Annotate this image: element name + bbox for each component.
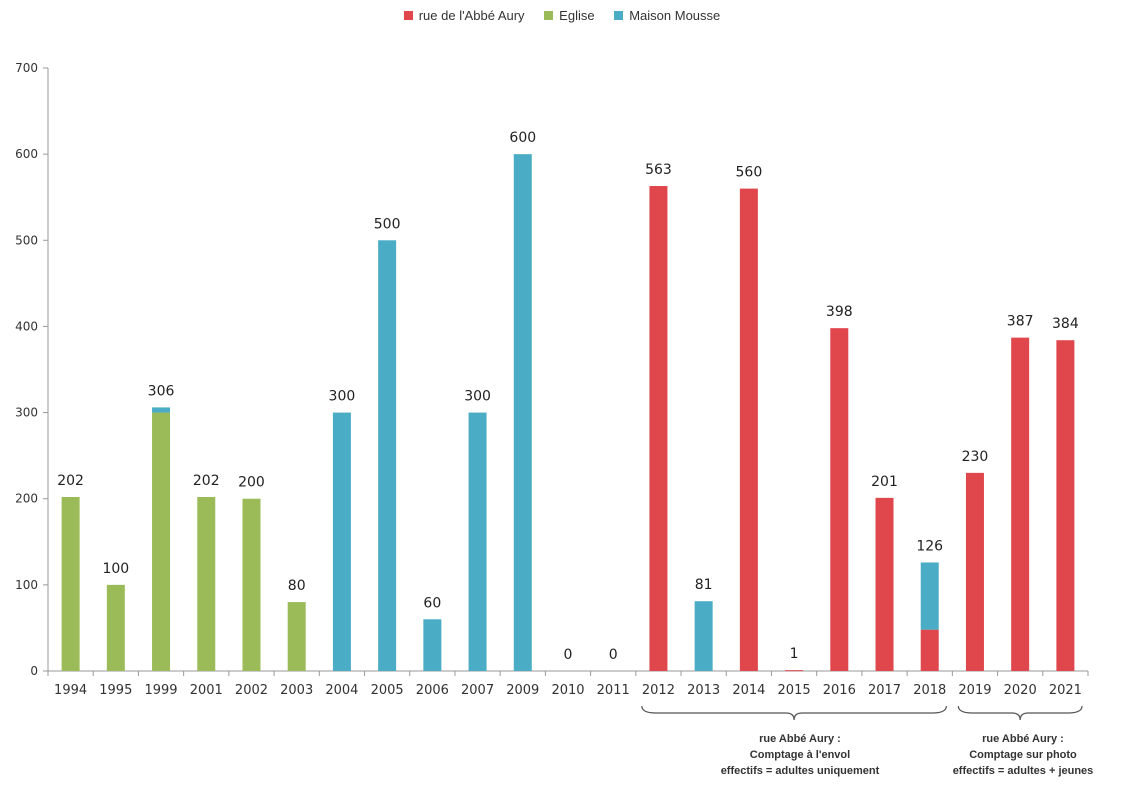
bar-2013-series-3 (694, 601, 713, 671)
x-tick-label: 2002 (235, 683, 268, 698)
bar-2017-series-1 (875, 497, 894, 671)
data-label-2009: 600 (509, 130, 536, 146)
data-label-2004: 300 (329, 389, 356, 405)
bar-2016-series-1 (830, 328, 849, 671)
bar-2021-series-1 (1056, 340, 1075, 671)
data-label-2021: 384 (1052, 316, 1079, 332)
legend-label-eglise: Eglise (559, 8, 595, 23)
bar-1999-series-2 (152, 412, 171, 671)
legend-label-rue: rue de l'Abbé Aury (418, 8, 525, 23)
data-label-2015: 1 (790, 646, 799, 662)
bar-2002-series-2 (242, 498, 261, 671)
annotation-bracket-1 (641, 705, 947, 721)
x-tick-label: 2011 (597, 683, 630, 698)
annotation-1-line-1: rue Abbé Aury : (759, 733, 841, 745)
x-tick-label: 2009 (506, 683, 539, 698)
y-tick-label: 600 (15, 147, 38, 161)
data-label-2011: 0 (609, 647, 618, 663)
bar-2006-series-3 (423, 619, 442, 671)
bar-2007-series-3 (468, 412, 487, 671)
annotation-comptage-photo: rue Abbé Aury : Comptage sur photo effec… (928, 731, 1118, 779)
x-tick-label: 2006 (416, 683, 449, 698)
data-label-2010: 0 (564, 647, 573, 663)
annotation-2-line-3: effectifs = adultes + jeunes (952, 765, 1094, 777)
x-tick-label: 2007 (461, 683, 494, 698)
y-tick-label: 500 (15, 233, 38, 247)
bar-2012-series-1 (649, 186, 668, 671)
y-tick-label: 0 (30, 664, 38, 678)
legend-item-rue: rue de l'Abbé Aury (403, 8, 525, 23)
legend-swatch-maison-mousse (614, 11, 624, 20)
data-label-2016: 398 (826, 304, 853, 320)
data-label-2020: 387 (1007, 314, 1034, 330)
bar-2019-series-1 (965, 472, 984, 671)
annotation-1-line-3: effectifs = adultes uniquement (720, 765, 880, 777)
data-label-1995: 100 (102, 561, 129, 577)
bar-2004-series-3 (332, 412, 351, 671)
bar-2003-series-2 (287, 602, 306, 671)
annotation-2-line-1: rue Abbé Aury : (982, 733, 1064, 745)
data-label-2006: 60 (423, 595, 441, 611)
x-tick-label: 2003 (280, 683, 313, 698)
data-label-2013: 81 (695, 577, 713, 593)
x-tick-label: 2015 (778, 683, 811, 698)
x-tick-label: 2020 (1004, 683, 1037, 698)
data-label-1999: 306 (148, 383, 175, 399)
legend-swatch-eglise (544, 11, 554, 20)
x-tick-label: 2018 (913, 683, 946, 698)
x-tick-label: 2001 (190, 683, 223, 698)
annotation-comptage-envol: rue Abbé Aury : Comptage à l'envol effec… (680, 731, 920, 779)
legend-swatch-rue (403, 11, 413, 20)
data-label-2005: 500 (374, 216, 401, 232)
annotation-bracket-2 (957, 705, 1083, 721)
data-label-1994: 202 (57, 473, 84, 489)
x-tick-label: 2010 (551, 683, 584, 698)
bar-2014-series-1 (739, 188, 758, 671)
x-tick-label: 2016 (823, 683, 856, 698)
x-tick-label: 1999 (144, 683, 177, 698)
x-tick-label: 2004 (325, 683, 358, 698)
bar-2018-series-3 (920, 562, 939, 630)
y-tick-label: 300 (15, 406, 38, 420)
data-label-2019: 230 (962, 449, 989, 465)
bar-2009-series-3 (513, 154, 532, 672)
bar-2015-series-1 (785, 670, 804, 672)
y-tick-label: 400 (15, 319, 38, 333)
data-label-2014: 560 (736, 165, 763, 181)
legend-label-maison-mousse: Maison Mousse (629, 8, 721, 23)
data-label-2003: 80 (288, 578, 306, 594)
bar-1994-series-2 (61, 496, 80, 671)
legend-item-maison-mousse: Maison Mousse (614, 8, 720, 23)
annotation-1-line-2: Comptage à l'envol (749, 749, 851, 761)
bar-2005-series-3 (378, 240, 397, 672)
x-tick-label: 1994 (54, 683, 87, 698)
data-label-2018: 126 (916, 538, 943, 554)
y-tick-label: 100 (15, 578, 38, 592)
x-tick-label: 2017 (868, 683, 901, 698)
x-tick-label: 2013 (687, 683, 720, 698)
data-label-2007: 300 (464, 389, 491, 405)
bar-1995-series-2 (106, 584, 125, 671)
y-tick-label: 200 (15, 492, 38, 506)
data-label-2002: 200 (238, 475, 265, 491)
legend-item-eglise: Eglise (544, 8, 595, 23)
x-tick-label: 1995 (99, 683, 132, 698)
y-tick-label: 700 (15, 61, 38, 75)
x-tick-label: 2005 (371, 683, 404, 698)
annotation-2-line-2: Comptage sur photo (969, 749, 1077, 761)
data-label-2017: 201 (871, 474, 898, 490)
x-tick-label: 2014 (732, 683, 765, 698)
x-tick-label: 2021 (1049, 683, 1082, 698)
bar-2018-series-1 (920, 629, 939, 671)
bar-2001-series-2 (197, 496, 216, 671)
bar-1999-series-3 (152, 407, 171, 413)
bar-2020-series-1 (1011, 337, 1030, 671)
x-tick-label: 2012 (642, 683, 675, 698)
x-tick-label: 2019 (958, 683, 991, 698)
data-label-2012: 563 (645, 162, 672, 178)
data-label-2001: 202 (193, 473, 220, 489)
chart-legend: rue de l'Abbé Aury Eglise Maison Mousse (0, 8, 1124, 23)
